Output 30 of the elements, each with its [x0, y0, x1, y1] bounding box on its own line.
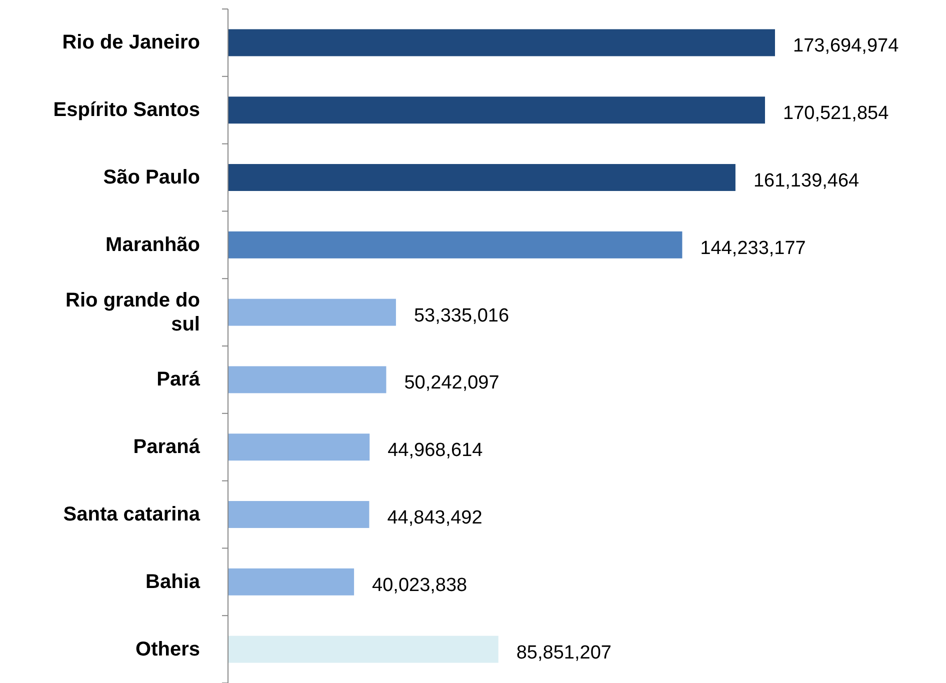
bar — [228, 164, 736, 191]
y-tick-label: Bahia — [146, 570, 201, 593]
bar — [228, 636, 498, 663]
y-tick-label: Others — [136, 638, 200, 660]
y-tick-label: São Paulo — [103, 166, 200, 188]
bar — [228, 501, 370, 528]
data-label: 161,139,464 — [753, 170, 860, 192]
y-tick-label: Santa catarina — [63, 504, 201, 526]
data-label: 53,335,016 — [414, 305, 510, 326]
bar — [228, 434, 370, 461]
data-label: 170,521,854 — [783, 103, 890, 124]
data-label: 144,233,177 — [700, 238, 806, 259]
bar — [228, 231, 682, 258]
data-label: 85,851,207 — [516, 642, 612, 664]
y-tick-label: Pará — [156, 368, 201, 391]
data-label: 44,968,614 — [388, 440, 484, 462]
y-tick-label: Rio de Janeiro — [62, 32, 200, 54]
data-label: 44,843,492 — [387, 508, 482, 529]
y-tick-label: Maranhão — [106, 234, 200, 256]
bar — [228, 568, 354, 596]
bar — [228, 96, 766, 124]
data-label: 173,694,974 — [793, 36, 900, 57]
y-tick-label: Rio grande do sul — [66, 289, 200, 336]
bar — [228, 366, 386, 394]
y-tick-label: Paraná — [133, 436, 201, 458]
bar — [228, 298, 396, 326]
data-label: 50,242,097 — [404, 372, 500, 394]
data-label: 40,023,838 — [372, 574, 468, 596]
y-tick-label: Espírito Santos — [53, 99, 200, 122]
bar — [228, 29, 775, 56]
